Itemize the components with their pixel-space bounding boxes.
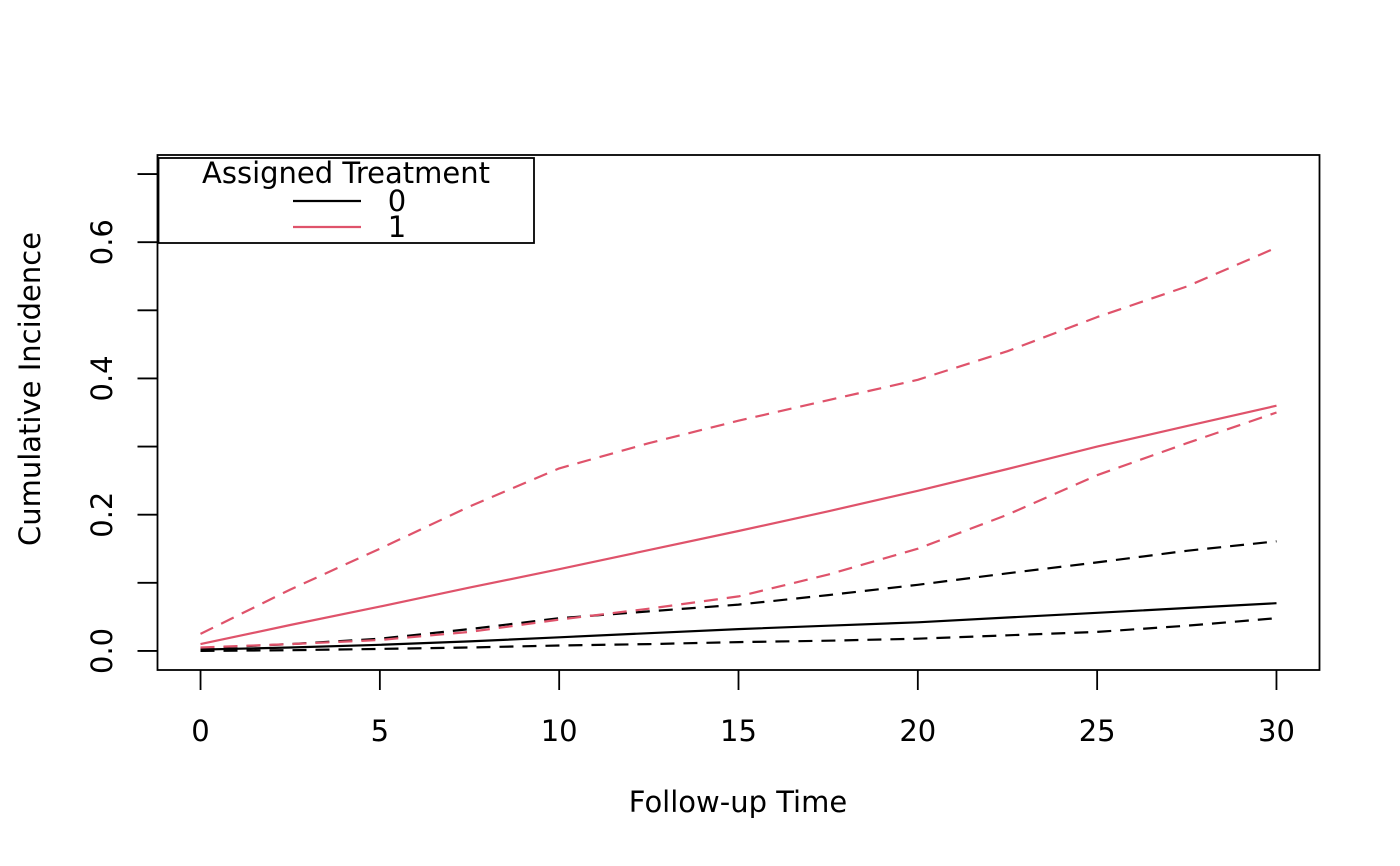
x-axis-title: Follow-up Time <box>629 785 847 819</box>
x-tick-label: 5 <box>371 714 389 748</box>
x-tick-label: 15 <box>720 714 757 748</box>
x-axis: 0 5 10 15 20 25 30 <box>191 670 1295 748</box>
x-tick-label: 10 <box>541 714 578 748</box>
series-lines <box>200 246 1277 652</box>
x-tick-label: 30 <box>1258 714 1295 748</box>
series-line-treatment-1-estimate <box>200 404 1277 646</box>
series-line-treatment-1-ci-upper <box>200 246 1277 635</box>
x-tick-label: 0 <box>191 714 209 748</box>
y-tick-label: 0.2 <box>85 492 119 538</box>
x-tick-label: 20 <box>899 714 936 748</box>
y-axis: 0.0 0.2 0.4 0.6 <box>85 173 158 674</box>
y-tick-label: 0.4 <box>85 355 119 401</box>
y-tick-label: 0.6 <box>85 219 119 265</box>
legend-label-treatment-1: 1 <box>388 210 406 244</box>
x-tick-label: 25 <box>1079 714 1116 748</box>
legend-label-treatment-0: 0 <box>388 184 406 218</box>
plot-border <box>156 154 1321 671</box>
y-tick-label: 0.0 <box>85 628 119 674</box>
series-line-treatment-1-ci-lower <box>200 411 1277 649</box>
series-line-treatment-0-ci-lower <box>200 617 1277 652</box>
legend-title: Assigned Treatment <box>202 156 490 190</box>
series-line-treatment-0-estimate <box>200 602 1277 651</box>
y-axis-title: Cumulative Incidence <box>13 232 47 546</box>
series-line-treatment-0-ci-upper <box>200 540 1277 650</box>
legend: Assigned Treatment 0 1 <box>157 156 535 244</box>
